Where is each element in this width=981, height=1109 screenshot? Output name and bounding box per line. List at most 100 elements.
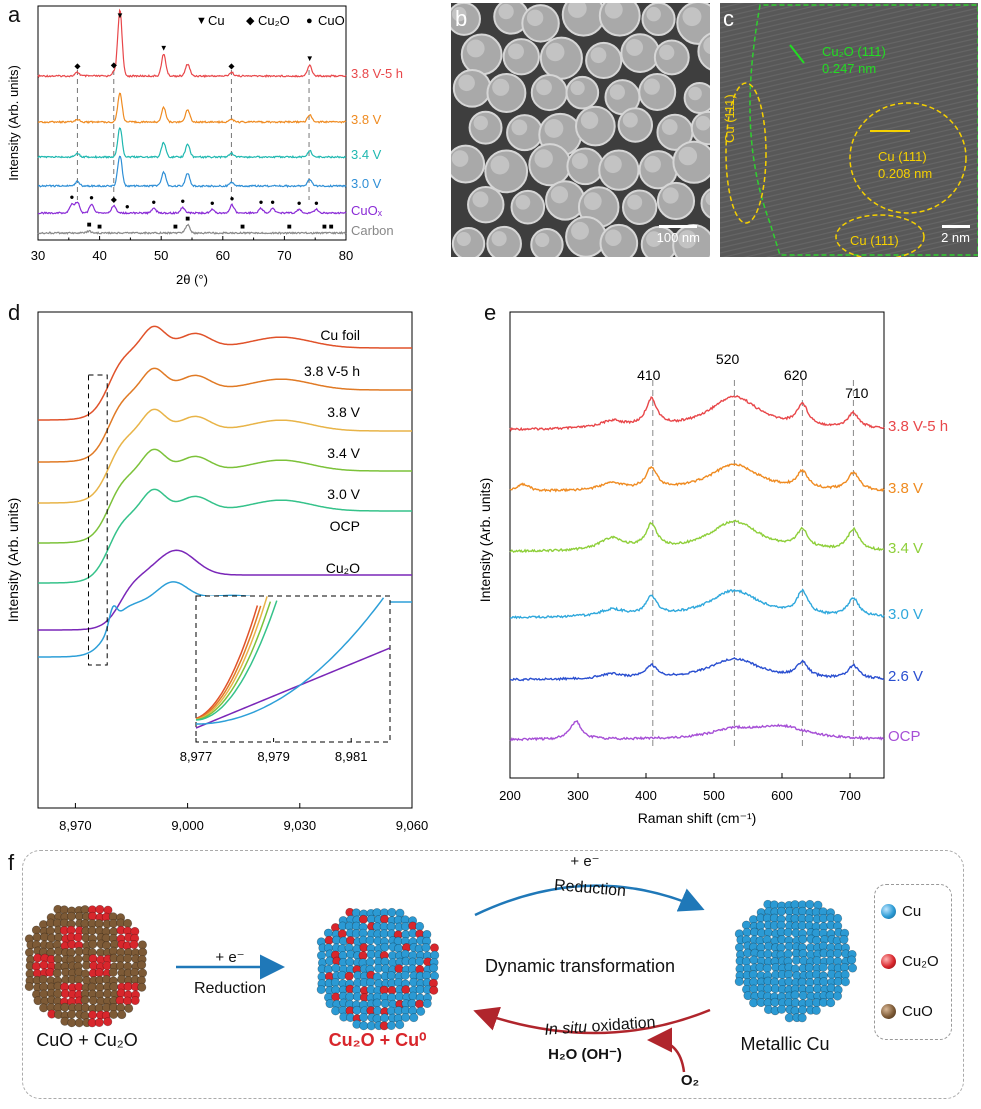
atom bbox=[54, 933, 64, 943]
peak-marker: ● bbox=[89, 193, 94, 202]
sem-particle-highlight bbox=[661, 119, 678, 135]
sem-particle-highlight bbox=[545, 42, 565, 62]
inset-x-tick-label: 8,981 bbox=[335, 749, 368, 764]
series-line bbox=[509, 720, 885, 742]
series-line bbox=[37, 92, 347, 124]
lattice-fringe bbox=[720, 3, 852, 34]
inset-frame bbox=[195, 595, 391, 743]
scheme-center-text: Dynamic transformation bbox=[484, 956, 676, 976]
atom bbox=[812, 956, 822, 966]
lattice-fringe bbox=[720, 3, 895, 44]
sem-particle-highlight bbox=[535, 232, 550, 248]
atom bbox=[826, 998, 836, 1008]
scheme-mid-caption: Cu₂O + Cu⁰ bbox=[328, 1030, 427, 1050]
lattice-fringe bbox=[720, 177, 978, 239]
lattice-fringe bbox=[720, 122, 978, 184]
peak-marker: ● bbox=[230, 194, 235, 203]
atom bbox=[811, 1005, 821, 1015]
atom bbox=[749, 955, 759, 965]
atom bbox=[39, 960, 49, 970]
legend-entry: CuO bbox=[318, 13, 345, 28]
atom bbox=[67, 1009, 77, 1019]
atom bbox=[387, 907, 397, 917]
atom bbox=[103, 1017, 113, 1027]
atom bbox=[137, 960, 147, 970]
lattice-fringe bbox=[720, 22, 978, 84]
x-tick-label: 600 bbox=[771, 788, 793, 803]
atom bbox=[358, 914, 368, 924]
atom bbox=[386, 971, 396, 981]
atom bbox=[833, 913, 843, 923]
lattice-fringe bbox=[720, 142, 978, 204]
sem-particle-highlight bbox=[688, 86, 702, 101]
cu-annotation-right: Cu (111) 0.208 nm bbox=[878, 148, 932, 182]
atom bbox=[380, 914, 390, 924]
atom bbox=[88, 911, 98, 921]
lattice-fringe bbox=[720, 112, 978, 174]
legend-item-cuo: CuO bbox=[881, 1003, 933, 1020]
atom bbox=[798, 1005, 808, 1015]
peak-marker: ■ bbox=[240, 222, 245, 231]
sem-particle-highlight bbox=[646, 6, 661, 22]
scheme-legend: Cu Cu₂O CuO bbox=[874, 884, 952, 1040]
plot-frame bbox=[37, 311, 413, 809]
atom bbox=[331, 963, 341, 973]
lattice-fringe bbox=[720, 97, 978, 159]
x-tick-label: 300 bbox=[567, 788, 589, 803]
inset-series-line bbox=[195, 647, 391, 729]
sem-particle-highlight bbox=[682, 7, 702, 27]
tem-scale-bar: 2 nm bbox=[941, 225, 970, 245]
atom bbox=[380, 1013, 390, 1023]
x-tick-label: 40 bbox=[92, 248, 106, 263]
sem-particle-highlight bbox=[646, 231, 662, 247]
peak-marker: ● bbox=[210, 198, 215, 207]
cu2o-annotation-name: Cu₂O (111) bbox=[822, 44, 886, 59]
atom bbox=[53, 954, 63, 964]
atom bbox=[88, 939, 98, 949]
atom bbox=[415, 921, 425, 931]
metallic-cu-particle bbox=[734, 899, 858, 1023]
legend-label-cu2o: Cu₂O bbox=[902, 953, 939, 970]
lattice-fringe bbox=[720, 27, 978, 89]
atom bbox=[366, 1021, 376, 1031]
series-line bbox=[509, 395, 885, 432]
peak-label: 410 bbox=[637, 367, 661, 383]
y-axis-label: Intensity (Arb. units) bbox=[6, 65, 21, 181]
peak-marker: ● bbox=[270, 198, 275, 207]
x-axis-label: 2θ (°) bbox=[176, 272, 208, 287]
series-label: 3.8 V bbox=[888, 480, 923, 497]
peak-label: 620 bbox=[784, 367, 808, 383]
legend-marker: ▼ bbox=[196, 15, 207, 27]
series-line bbox=[37, 155, 347, 188]
scheme-right-caption: Metallic Cu bbox=[740, 1034, 830, 1054]
atom bbox=[130, 996, 140, 1006]
peak-marker: ◆ bbox=[74, 61, 81, 70]
series-line bbox=[38, 549, 412, 631]
sem-particle-highlight bbox=[567, 3, 587, 18]
tem-scale-label: 2 nm bbox=[941, 230, 970, 245]
inset-series-line bbox=[195, 605, 262, 720]
oxygen-arrow bbox=[647, 1027, 686, 1073]
cu-boundary-bottom bbox=[835, 214, 925, 257]
lattice-fringe bbox=[720, 192, 978, 254]
atom bbox=[763, 984, 773, 994]
atom bbox=[790, 990, 800, 1000]
atom bbox=[124, 1003, 134, 1013]
atom bbox=[783, 927, 793, 937]
sem-particle-highlight bbox=[622, 112, 638, 128]
series-label: OCP bbox=[888, 728, 921, 745]
atom bbox=[847, 955, 857, 965]
lattice-fringe bbox=[720, 3, 831, 29]
atom bbox=[770, 997, 780, 1007]
zoom-region-box bbox=[87, 374, 108, 666]
peak-marker: ■ bbox=[87, 220, 92, 229]
atom bbox=[394, 964, 404, 974]
x-tick-label: 700 bbox=[839, 788, 861, 803]
legend-marker: ● bbox=[306, 15, 313, 27]
sem-particle-highlight bbox=[492, 78, 510, 96]
peak-marker: ■ bbox=[97, 222, 102, 231]
sem-particle-highlight bbox=[604, 3, 623, 19]
reduction-arrow-2 bbox=[474, 884, 705, 917]
lattice-fringe bbox=[720, 87, 978, 149]
lattice-fringe bbox=[786, 212, 978, 257]
